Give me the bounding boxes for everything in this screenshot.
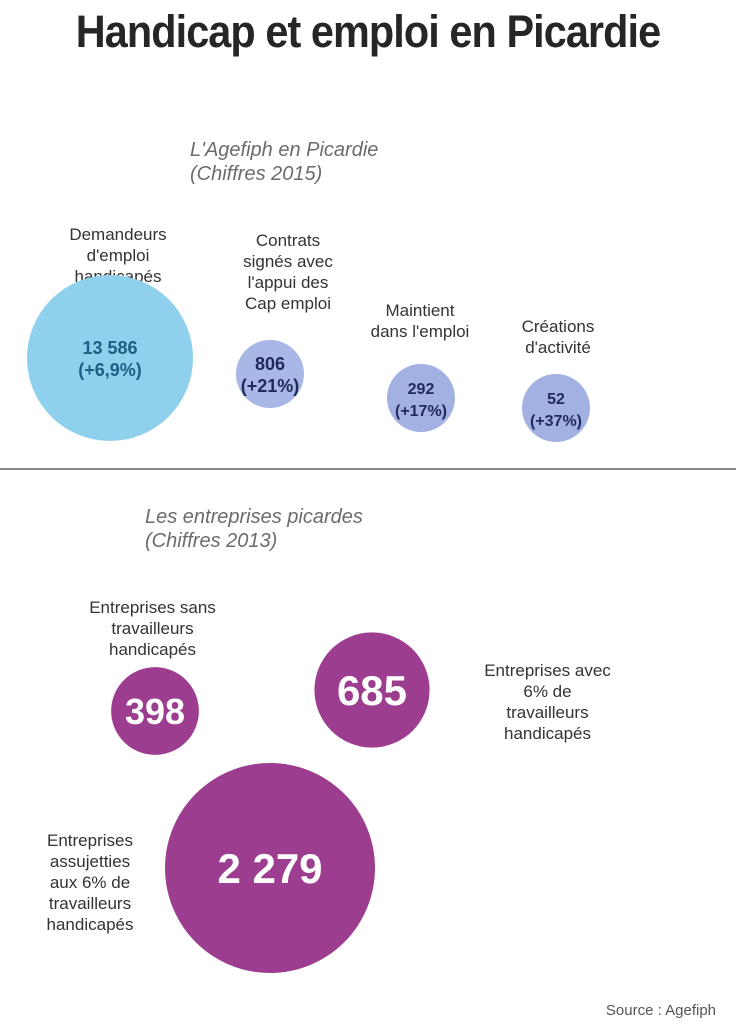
bubble-label-sans: Entreprises sans travailleurs handicapés [89,598,216,659]
bubble-change-0-2: (+17%) [395,403,447,420]
bubble-0-1 [236,340,304,408]
bubble-value-1-1: 685 [337,667,407,714]
source-note: Source : Agefiph [605,1002,716,1019]
bubble-change-0-3: (+37%) [530,413,582,430]
bubble-label-avec: Entreprises avec 6% de travailleurs hand… [484,661,611,743]
bubble-1-2 [165,763,375,973]
bubble-0-3 [522,374,590,442]
bubble-label-creations: Créations d'activité [521,317,595,357]
bubble-value-0-0: 13 586 [82,338,137,358]
bubble-value-0-1: 806 [255,354,285,374]
section-divider [0,468,736,470]
bubble-label-maintient: Maintient dans l'emploi [370,301,470,341]
bubble-1-0 [111,667,199,755]
bubble-label-contrats: Contrats signés avec l'appui des Cap emp… [243,231,333,313]
section-title-entreprises: Les entreprises picardes (Chiffres 2013) [145,506,363,552]
bubble-0-2 [387,364,455,432]
bubble-value-0-3: 52 [547,391,565,408]
page-title: Handicap et emploi en Picardie [75,6,661,57]
section-title-agefiph: L'Agefiph en Picardie (Chiffres 2015) [190,139,379,185]
bubble-change-0-1: (+21%) [241,376,300,396]
bubble-value-1-0: 398 [125,691,185,732]
bubble-value-1-2: 2 279 [217,845,322,892]
bubble-label-assujetties: Entreprises assujetties aux 6% de travai… [46,831,134,934]
bubble-change-0-0: (+6,9%) [78,360,142,380]
bubble-1-1 [314,632,430,748]
bubble-value-0-2: 292 [408,381,435,398]
bubble-0-0 [27,275,193,441]
